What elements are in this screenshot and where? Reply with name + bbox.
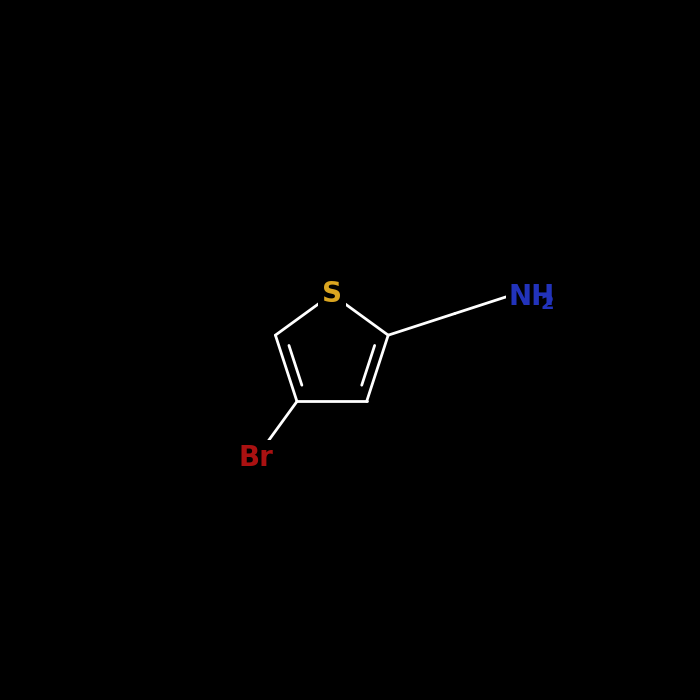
Text: NH: NH: [509, 283, 555, 311]
Text: 2: 2: [540, 295, 554, 314]
Text: Br: Br: [238, 444, 273, 472]
Text: S: S: [322, 280, 342, 308]
